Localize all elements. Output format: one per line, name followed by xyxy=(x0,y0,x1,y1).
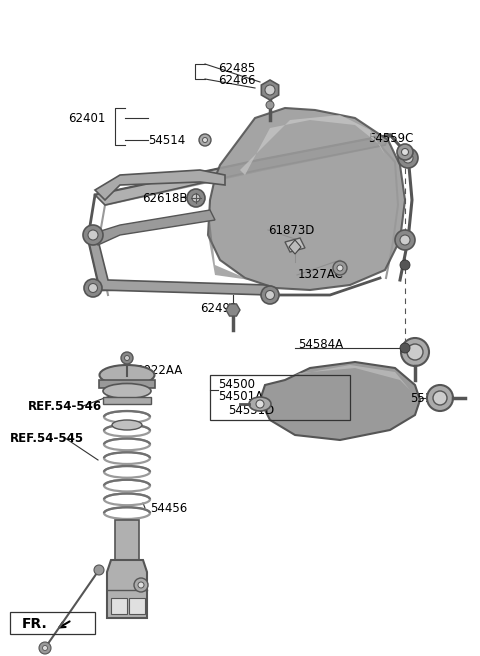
Bar xyxy=(103,397,151,404)
Ellipse shape xyxy=(103,384,151,398)
Ellipse shape xyxy=(112,420,142,430)
Text: 62466: 62466 xyxy=(218,73,255,87)
Circle shape xyxy=(43,646,48,651)
Text: 54551D: 54551D xyxy=(228,405,274,417)
Ellipse shape xyxy=(99,365,155,385)
Circle shape xyxy=(400,235,410,245)
Circle shape xyxy=(121,352,133,364)
Circle shape xyxy=(266,101,274,109)
Bar xyxy=(115,520,139,560)
Polygon shape xyxy=(107,560,147,618)
Circle shape xyxy=(256,400,264,408)
Polygon shape xyxy=(289,240,301,254)
Circle shape xyxy=(395,230,415,250)
Circle shape xyxy=(187,189,205,207)
Circle shape xyxy=(400,343,410,353)
Circle shape xyxy=(333,261,347,275)
Text: 55117: 55117 xyxy=(410,392,447,405)
Circle shape xyxy=(337,265,343,271)
Circle shape xyxy=(84,279,102,297)
Circle shape xyxy=(138,582,144,588)
Text: REF.54-546: REF.54-546 xyxy=(28,400,102,413)
Ellipse shape xyxy=(249,397,271,411)
Polygon shape xyxy=(208,220,250,280)
Polygon shape xyxy=(295,365,410,390)
Polygon shape xyxy=(261,80,279,100)
Bar xyxy=(210,375,350,420)
Circle shape xyxy=(83,225,103,245)
Text: 62401: 62401 xyxy=(68,112,106,125)
Circle shape xyxy=(203,138,207,142)
Circle shape xyxy=(124,356,130,361)
Text: 62485: 62485 xyxy=(218,62,255,75)
Text: 54584A: 54584A xyxy=(298,338,343,352)
Circle shape xyxy=(397,144,413,160)
Circle shape xyxy=(265,291,275,300)
Text: 61873D: 61873D xyxy=(268,224,314,237)
Text: 54501A: 54501A xyxy=(218,390,263,403)
Text: FR.: FR. xyxy=(22,617,48,631)
Polygon shape xyxy=(208,108,405,290)
Circle shape xyxy=(94,565,104,575)
Bar xyxy=(129,598,145,614)
Circle shape xyxy=(427,385,453,411)
Bar xyxy=(111,598,127,614)
Circle shape xyxy=(39,642,51,654)
Circle shape xyxy=(88,230,98,240)
Bar xyxy=(10,612,95,634)
Polygon shape xyxy=(260,362,420,440)
Polygon shape xyxy=(95,170,225,200)
Text: 54514: 54514 xyxy=(148,134,185,146)
Polygon shape xyxy=(240,115,385,175)
Circle shape xyxy=(407,344,423,360)
Text: 1022AA: 1022AA xyxy=(137,363,183,377)
Polygon shape xyxy=(88,238,270,295)
Circle shape xyxy=(134,578,148,592)
Circle shape xyxy=(398,148,418,168)
Text: 54559C: 54559C xyxy=(368,131,413,144)
Circle shape xyxy=(401,338,429,366)
Circle shape xyxy=(401,148,408,155)
Circle shape xyxy=(433,391,447,405)
Circle shape xyxy=(192,194,200,202)
Polygon shape xyxy=(285,238,305,252)
Text: 54456: 54456 xyxy=(150,501,187,514)
Circle shape xyxy=(199,134,211,146)
Text: 1327AC: 1327AC xyxy=(298,268,344,281)
Circle shape xyxy=(265,85,275,95)
Text: 54500: 54500 xyxy=(218,379,255,392)
Circle shape xyxy=(400,260,410,270)
Polygon shape xyxy=(226,304,240,316)
Polygon shape xyxy=(95,135,390,205)
Circle shape xyxy=(88,283,97,293)
Text: REF.54-545: REF.54-545 xyxy=(10,432,84,445)
Circle shape xyxy=(261,286,279,304)
Text: 62618B: 62618B xyxy=(142,192,188,205)
Bar xyxy=(99,380,155,388)
Polygon shape xyxy=(88,210,215,245)
Circle shape xyxy=(403,153,413,163)
Text: 62492: 62492 xyxy=(200,302,238,314)
